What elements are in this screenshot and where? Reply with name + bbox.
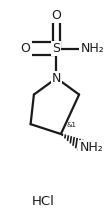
- Text: NH₂: NH₂: [79, 141, 102, 154]
- Text: N: N: [51, 72, 61, 85]
- Text: O: O: [51, 9, 61, 22]
- Text: &1: &1: [66, 122, 76, 128]
- Text: HCl: HCl: [32, 196, 54, 208]
- Text: NH₂: NH₂: [80, 42, 103, 55]
- Text: S: S: [52, 42, 60, 55]
- Text: O: O: [20, 42, 30, 55]
